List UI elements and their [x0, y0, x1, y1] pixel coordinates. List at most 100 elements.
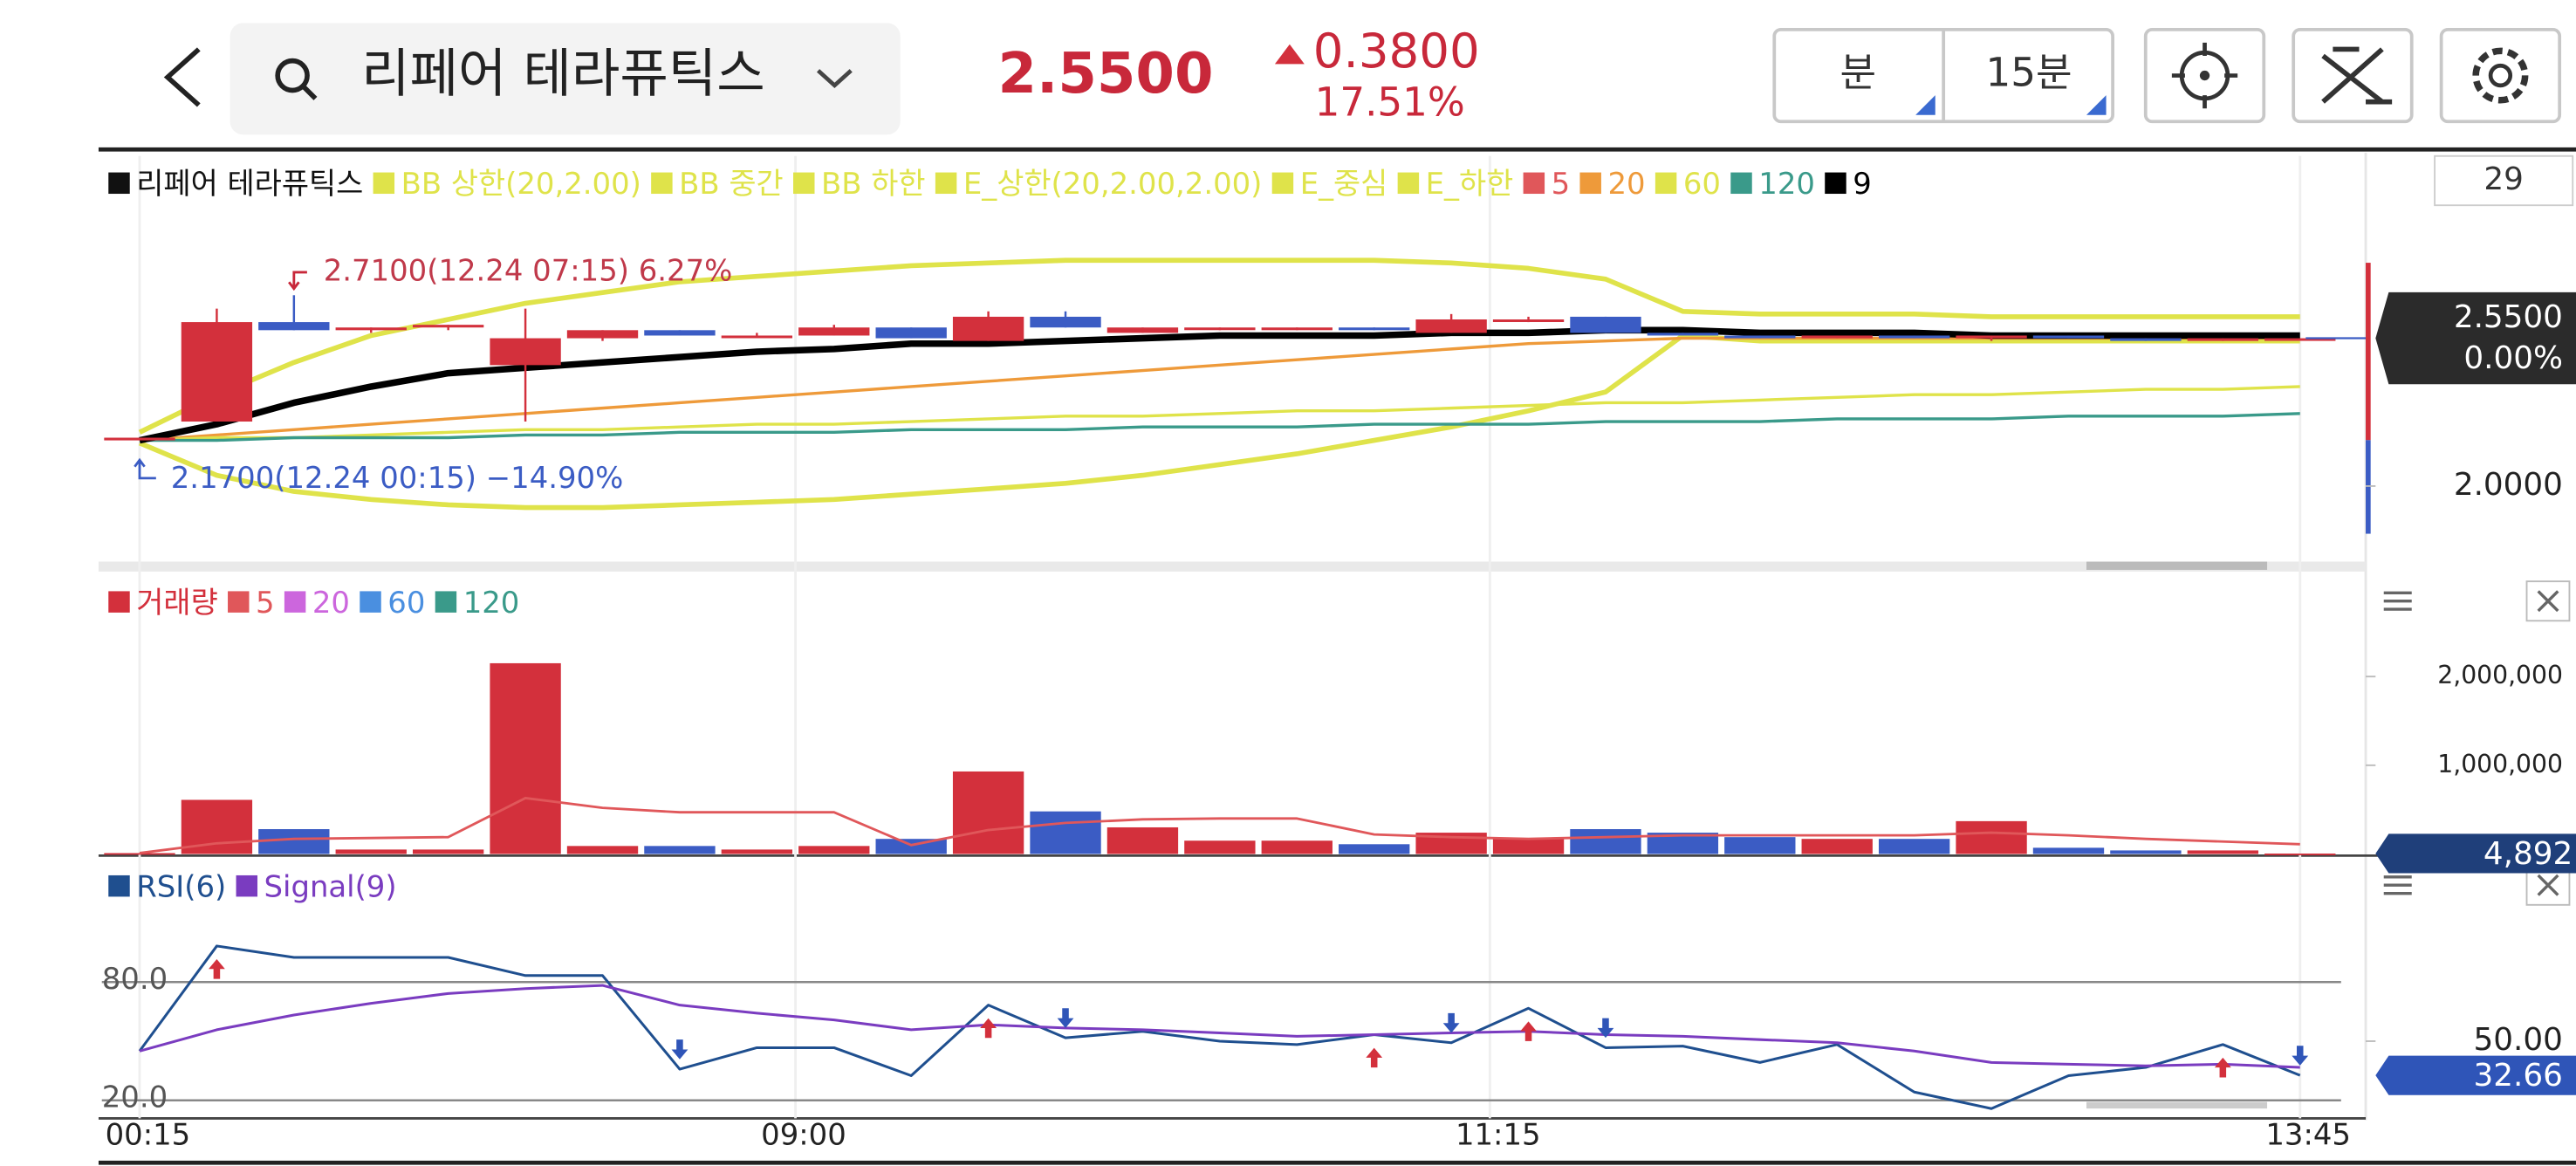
sell-arrow [1442, 1012, 1460, 1033]
legend-swatch [935, 172, 957, 195]
volume-bar [1878, 839, 1950, 854]
settings-button[interactable] [2439, 27, 2562, 124]
x-tick-label: 00:15 [106, 1118, 191, 1152]
search-icon [275, 58, 310, 93]
menu-icon[interactable] [2383, 875, 2412, 895]
volume-bar [566, 846, 639, 854]
candle-body [1030, 316, 1101, 328]
legend-label: 9 [1853, 167, 1872, 201]
candle-body [104, 437, 175, 441]
scroll-thumb[interactable] [2086, 561, 2268, 570]
bar-count: 29 [2484, 161, 2524, 197]
x-tick-label: 11:15 [1456, 1118, 1541, 1152]
legend-swatch [108, 874, 130, 897]
legend-label: BB 하한 [821, 167, 926, 201]
note-arrow [134, 457, 156, 480]
legend-label: 5 [256, 586, 275, 620]
legend-label: Signal(9) [264, 870, 397, 904]
indicator-line [139, 412, 2300, 442]
volume-bar [721, 849, 793, 854]
legend-label: 5 [1552, 167, 1571, 201]
menu-icon[interactable] [2383, 591, 2412, 611]
legend-swatch [1825, 172, 1846, 195]
volume-bar [798, 846, 870, 854]
legend-label: 60 [387, 586, 425, 620]
legend-swatch [284, 591, 306, 613]
bar-count-box [2434, 154, 2574, 207]
y-tick-label: 1,000,000 [2437, 750, 2563, 778]
rsi-line [138, 944, 2301, 1110]
panel-separator [98, 561, 2367, 572]
candle-body [721, 335, 793, 339]
indicator-line [139, 326, 2300, 444]
low-note: 2.1700(12.24 00:15) −14.90% [171, 461, 624, 495]
candle-body [952, 316, 1024, 341]
legend-swatch [1655, 172, 1677, 195]
candle-body [1647, 333, 1719, 336]
volume-bar [2264, 853, 2336, 855]
corner-mark [1915, 95, 1935, 115]
crosshair-icon [2171, 42, 2238, 109]
legend-label: 120 [1758, 167, 1815, 201]
last-rsi-label: 32.66 [2474, 1058, 2563, 1094]
legend-swatch [1579, 172, 1601, 195]
high-note: 2.7100(12.24 07:15) 6.27% [324, 253, 733, 287]
volume-bar [1801, 839, 1873, 854]
close-button[interactable] [2525, 580, 2571, 622]
settings-icon [2472, 47, 2529, 104]
y-tick-label: 2.0000 [2454, 467, 2563, 503]
current-change-label: 0.00% [2463, 340, 2563, 376]
y-tick-label: 80.0 [102, 962, 168, 996]
dropdown-icon [816, 69, 853, 89]
candle-body [181, 322, 253, 422]
candle-body [798, 327, 870, 336]
legend-swatch [1730, 172, 1752, 195]
volume-bar [1492, 839, 1565, 854]
volume-bar [181, 799, 253, 854]
legend-swatch [435, 591, 457, 613]
plots: 00:15 09:00 11:15 13:45 리페어 테라퓨틱스 BB 상한(20,2.… [101, 155, 2576, 1152]
volume-bar [412, 849, 484, 854]
candle-body [1261, 327, 1333, 331]
buy-arrow [1520, 1021, 1537, 1041]
legend-label: BB 상한(20,2.00) [401, 167, 641, 201]
candle-body [1106, 327, 1179, 333]
period-unit-button[interactable]: 분 [1840, 50, 1877, 96]
x-tick-label: 13:45 [2265, 1118, 2351, 1152]
scroll-thumb[interactable] [2086, 1101, 2268, 1109]
volume-bar [2032, 847, 2105, 854]
legend-swatch [1271, 172, 1294, 195]
current-price-badge [2375, 292, 2576, 385]
search-box[interactable] [230, 23, 901, 135]
candle-body [335, 327, 407, 331]
rsi-line [139, 984, 2300, 1069]
note-arrow [288, 271, 307, 292]
x-tick-label: 09:00 [761, 1118, 846, 1152]
period-button[interactable]: 15분 [1986, 50, 2072, 96]
sell-arrow [1597, 1018, 1614, 1039]
range-indicator [2366, 263, 2371, 441]
sell-arrow [2292, 1046, 2309, 1066]
legend-label: E_하한 [1426, 167, 1514, 201]
legend-swatch [1523, 172, 1545, 195]
candle-body [2110, 338, 2182, 341]
draw-tool-icon [2321, 46, 2393, 105]
legend-label: BB 중간 [679, 167, 784, 201]
candle-body [566, 330, 639, 339]
y-tick-label: 2,000,000 [2437, 661, 2563, 689]
volume-bar [644, 846, 716, 854]
legend-label: 리페어 테라퓨틱스 [136, 167, 363, 201]
settings-icon [2488, 63, 2513, 88]
legend-swatch [228, 591, 250, 613]
up-triangle [1274, 44, 1305, 65]
candle-body [258, 322, 330, 331]
legend-swatch [108, 172, 130, 195]
sell-arrow [1057, 1008, 1074, 1028]
back-button[interactable] [163, 47, 201, 107]
legend-label: 60 [1683, 167, 1721, 201]
candle-body [1801, 335, 1873, 339]
candle-body [1878, 335, 1950, 339]
candle-body [1339, 327, 1410, 331]
price-change: 0.3800 [1313, 23, 1480, 79]
